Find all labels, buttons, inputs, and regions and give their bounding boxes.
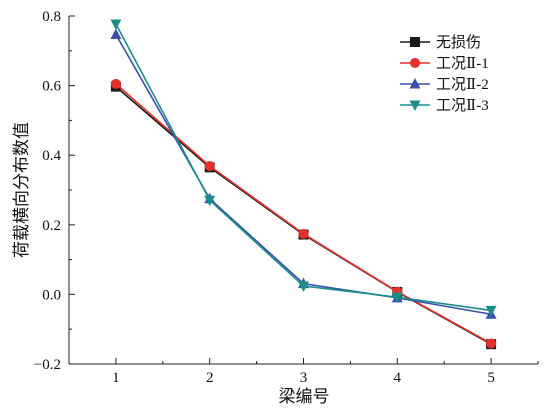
data-point <box>391 292 403 304</box>
legend-marker <box>410 58 420 68</box>
legend-label: 无损伤 <box>436 34 481 51</box>
legend-marker <box>409 78 421 89</box>
legend-label: 工况Ⅱ-1 <box>436 55 489 72</box>
legend-item: 工况Ⅱ-1 <box>400 55 489 72</box>
data-point <box>110 78 121 89</box>
legend-marker <box>409 100 421 111</box>
x-tick-label: 1 <box>112 370 120 386</box>
data-point <box>298 281 309 293</box>
y-tick-label: 0.2 <box>42 218 61 234</box>
data-point <box>485 305 497 317</box>
legend-item: 工况Ⅱ-2 <box>400 76 489 93</box>
x-tick-label: 3 <box>300 370 308 386</box>
data-point <box>486 338 497 349</box>
series-group <box>110 19 497 317</box>
axes: −0.2 0.0 0.2 0.4 0.6 0.8 1 2 3 4 5 <box>34 9 539 386</box>
series-group <box>110 78 497 349</box>
x-tick-label: 5 <box>487 370 495 386</box>
legend-item: 工况Ⅱ-3 <box>400 97 489 114</box>
legend-label: 工况Ⅱ-3 <box>436 97 489 114</box>
y-tick-label: 0.6 <box>42 79 61 95</box>
legend-label: 工况Ⅱ-2 <box>436 76 489 93</box>
legend-marker <box>410 37 420 47</box>
y-tick-label: 0.8 <box>42 9 61 25</box>
series-line <box>115 34 492 316</box>
y-tick-label: −0.2 <box>34 357 61 373</box>
series-line <box>115 86 492 345</box>
y-tick-label: 0.0 <box>42 287 61 303</box>
x-tick-label: 4 <box>394 370 402 386</box>
x-axis-title: 梁编号 <box>279 387 330 406</box>
data-point <box>298 228 309 239</box>
data-point <box>204 160 215 171</box>
series-line <box>115 23 492 312</box>
data-point <box>110 19 122 31</box>
y-tick-label: 0.4 <box>42 148 61 164</box>
legend-item: 无损伤 <box>400 34 481 51</box>
x-tick-label: 2 <box>206 370 214 386</box>
series-layer <box>110 19 497 350</box>
data-point <box>204 195 216 207</box>
data-point <box>110 28 122 39</box>
y-axis-title: 荷载横向分布数值 <box>12 122 31 258</box>
